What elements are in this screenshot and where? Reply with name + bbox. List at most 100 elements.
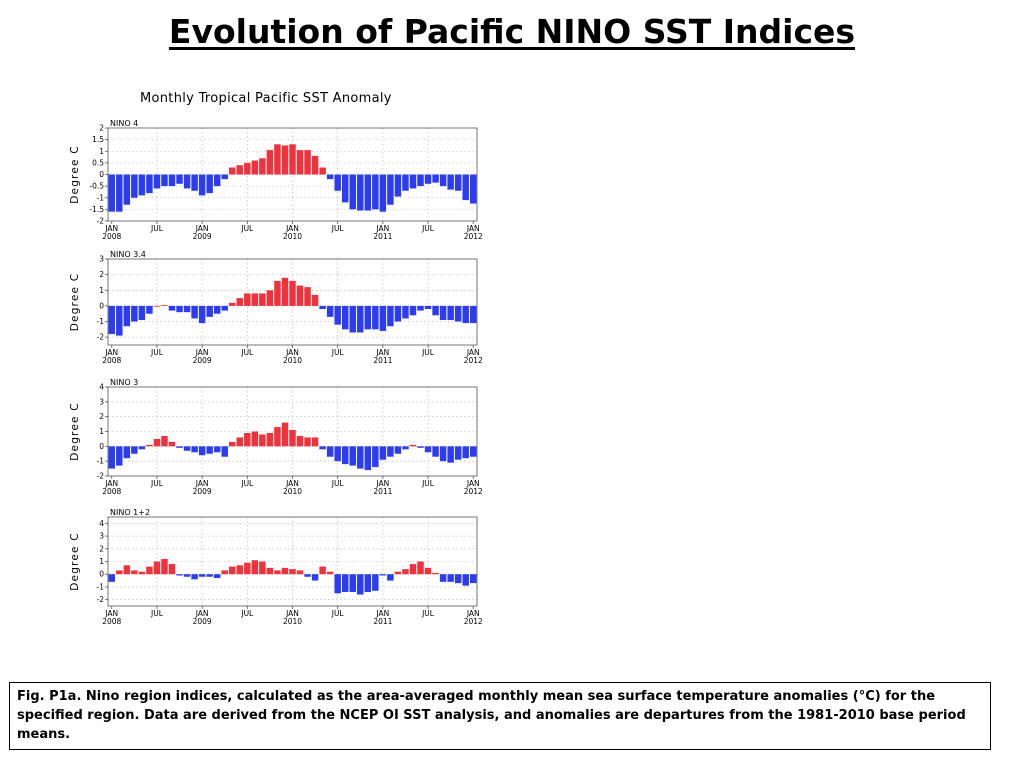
nino3-bar xyxy=(281,422,289,447)
nino12-bar xyxy=(123,565,131,575)
nino34-bar xyxy=(289,280,296,306)
nino4-bar xyxy=(183,174,191,189)
nino12-bar xyxy=(349,574,356,593)
nino12-bar xyxy=(198,574,206,577)
nino34-ytick-label: 0 xyxy=(99,301,104,310)
nino12-xtick-year: 2010 xyxy=(283,617,302,626)
nino3-bar xyxy=(244,432,251,447)
nino12-ytick-label: -2 xyxy=(97,595,105,604)
nino3-xtick-month: JUL xyxy=(421,479,435,488)
nino3-xtick-year: 2009 xyxy=(193,487,212,496)
nino4-xtick-year: 2010 xyxy=(283,232,302,241)
nino34-ytick-label: 2 xyxy=(99,270,104,279)
nino12-xtick-year: 2012 xyxy=(464,617,483,626)
nino3-bar xyxy=(206,446,213,454)
nino12-bar xyxy=(387,574,394,581)
nino3-ytick-label: -1 xyxy=(97,457,105,466)
nino34-bar xyxy=(191,305,198,319)
nino3-panel-label: NINO 3 xyxy=(110,378,138,387)
nino12-ytick-label: -1 xyxy=(97,582,105,591)
nino12-bar xyxy=(424,567,432,575)
nino3-bar xyxy=(341,446,349,465)
nino3-bar xyxy=(123,446,131,459)
nino3-bar xyxy=(364,446,372,471)
nino4-xtick-month: JAN xyxy=(195,224,209,233)
nino34-ytick-label: -2 xyxy=(97,333,105,342)
nino12-bar xyxy=(266,567,274,575)
nino12-bar xyxy=(417,561,424,575)
nino34-panel-label: NINO 3.4 xyxy=(110,250,146,259)
nino12-bar xyxy=(221,570,228,575)
nino4-bar xyxy=(108,174,116,212)
nino4-bar xyxy=(372,174,379,210)
nino12-bar xyxy=(176,574,183,576)
nino4-bar xyxy=(244,162,251,175)
nino34-bar xyxy=(402,305,409,319)
nino3-bar xyxy=(161,435,168,447)
nino3-bar xyxy=(357,446,364,469)
nino4-bar xyxy=(251,160,259,175)
nino34-bar xyxy=(131,305,138,322)
nino3-bar xyxy=(387,446,394,457)
nino3-bar xyxy=(191,446,198,453)
figure-caption: Fig. P1a. Nino region indices, calculate… xyxy=(9,682,991,750)
nino4-bar xyxy=(176,174,183,184)
nino4-ytick-label: -2 xyxy=(97,217,105,226)
nino4-bar xyxy=(146,174,153,194)
nino12-bar xyxy=(439,574,447,582)
nino4-bar xyxy=(304,150,311,175)
nino34-bar xyxy=(123,305,131,327)
nino3-bar xyxy=(417,446,424,448)
nino34-bar xyxy=(462,305,469,324)
nino12-bar xyxy=(402,569,409,575)
nino34-bar xyxy=(146,305,153,314)
nino12-xtick-month: JUL xyxy=(421,609,435,618)
nino4-bar xyxy=(424,174,432,184)
nino4-bar xyxy=(409,174,417,189)
nino12-xtick-year: 2009 xyxy=(193,617,212,626)
nino12-bar xyxy=(116,570,123,575)
nino3-bar xyxy=(153,438,161,447)
nino3-xtick-month: JAN xyxy=(195,479,209,488)
nino34-bar xyxy=(394,305,402,322)
nino34-bar xyxy=(259,293,266,306)
nino3-xtick-year: 2010 xyxy=(283,487,302,496)
nino12-bar xyxy=(296,570,304,575)
nino3-bar xyxy=(319,446,326,450)
nino34-xtick-month: JAN xyxy=(195,348,209,357)
nino12-bar xyxy=(274,570,281,575)
nino34-ytick-label: 1 xyxy=(99,286,104,295)
nino34-bar xyxy=(153,305,161,307)
nino34-bar xyxy=(432,305,439,316)
nino4-bar xyxy=(198,174,206,196)
nino34-xtick-year: 2009 xyxy=(193,356,212,365)
nino34-bar xyxy=(326,305,334,317)
nino3-bar xyxy=(274,427,281,447)
nino12-bar xyxy=(281,567,289,575)
nino4-bar xyxy=(236,165,244,175)
nino12-xtick-month: JAN xyxy=(195,609,209,618)
nino4-xtick-month: JUL xyxy=(150,224,164,233)
nino4-ytick-label: 0.5 xyxy=(92,158,104,167)
nino4-bar xyxy=(116,174,123,212)
nino3-xtick-month: JUL xyxy=(240,479,254,488)
nino34-bar xyxy=(319,305,326,310)
nino4-bar xyxy=(462,174,469,201)
nino12-bar xyxy=(108,574,116,582)
nino3-bar xyxy=(138,446,146,450)
nino12-xtick-month: JUL xyxy=(240,609,254,618)
nino12-bar xyxy=(409,564,417,575)
nino12-bar xyxy=(304,574,311,577)
nino3-bar xyxy=(131,446,138,454)
nino3-bar xyxy=(183,446,191,451)
nino4-xtick-year: 2009 xyxy=(193,232,212,241)
nino3-xtick-month: JUL xyxy=(331,479,345,488)
nino4-bar xyxy=(161,174,168,187)
nino4-xtick-month: JAN xyxy=(104,224,118,233)
nino12-ytick-label: 2 xyxy=(99,544,104,553)
nino34-xtick-month: JAN xyxy=(466,348,480,357)
nino12-xtick-year: 2008 xyxy=(102,617,121,626)
nino4-ytick-label: 2 xyxy=(99,124,104,133)
